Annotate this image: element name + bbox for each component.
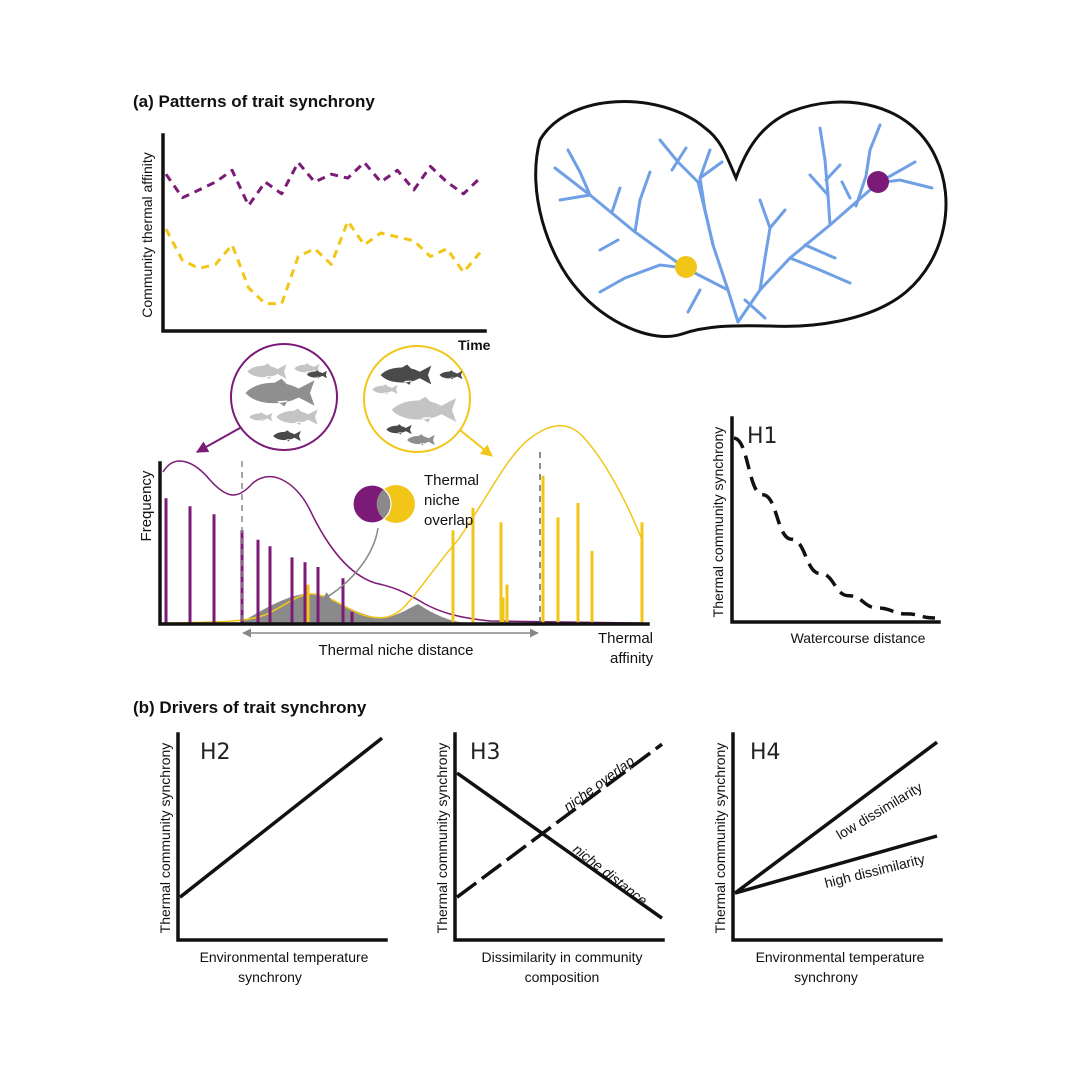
h2-axes — [176, 732, 388, 942]
h3-label: H3 — [470, 740, 501, 765]
h1-chart: H1 Thermal community synchrony Watercour… — [710, 416, 941, 646]
freq-y-label: Frequency — [138, 470, 155, 541]
h4-y-label: Thermal community synchrony — [712, 743, 728, 934]
h2-chart: H2 Thermal community synchrony Environme… — [157, 732, 388, 985]
h3-overlap-label: niche overlap — [560, 752, 637, 814]
h2-x-label-1: Environmental temperature — [200, 949, 369, 965]
freq-axes — [158, 461, 650, 626]
h1-x-label: Watercourse distance — [791, 630, 926, 646]
h4-high-label: high dissimilarity — [823, 851, 927, 891]
ts-axes — [161, 133, 487, 333]
h1-axes — [730, 416, 941, 624]
h3-x-label-1: Dissimilarity in community — [481, 949, 642, 965]
h1-label: H1 — [747, 424, 778, 449]
panel-b-title: (b) Drivers of trait synchrony — [133, 698, 367, 717]
river-network — [553, 123, 934, 324]
community-bubble-yellow — [363, 345, 493, 457]
h4-low-dissimilarity-line — [733, 740, 939, 895]
h4-high-dissimilarity-line — [734, 834, 938, 895]
freq-x-label-1: Thermal — [598, 630, 653, 647]
ts-y-label: Community thermal affinity — [139, 152, 155, 317]
site-purple-marker — [867, 171, 889, 193]
h3-y-label: Thermal community synchrony — [434, 743, 450, 934]
overlap-area — [240, 593, 470, 623]
h4-chart: H4 low dissimilarity high dissimilarity … — [712, 732, 943, 985]
ts-purple-series — [164, 160, 482, 208]
h2-x-label-2: synchrony — [238, 969, 302, 985]
watershed-outline — [534, 100, 948, 338]
ts-series-group — [164, 160, 482, 306]
h3-niche-distance-line — [455, 771, 664, 920]
h3-chart: H3 niche overlap niche distance Thermal … — [434, 732, 665, 985]
h1-y-label: Thermal community synchrony — [710, 427, 726, 618]
h3-x-label-2: composition — [525, 969, 600, 985]
overlap-label-3: overlap — [424, 512, 473, 529]
overlap-label-1: Thermal — [424, 472, 479, 489]
h3-axes — [453, 732, 665, 942]
frequency-chart: Frequency Thermal affinity Thermal niche… — [138, 424, 654, 667]
overlap-arrow — [321, 527, 379, 601]
h2-y-label: Thermal community synchrony — [157, 743, 173, 934]
freq-x-label-2: affinity — [610, 650, 654, 667]
h2-label: H2 — [200, 740, 231, 765]
yellow-density-curve — [162, 424, 643, 624]
h4-x-label-2: synchrony — [794, 969, 858, 985]
purple-density-curve — [162, 460, 641, 624]
panel-a-title: (a) Patterns of trait synchrony — [133, 92, 375, 111]
overlap-label-2: niche — [424, 492, 460, 509]
watershed-map — [534, 100, 948, 338]
time-series-chart: Community thermal affinity Time — [139, 133, 491, 353]
venn-overlap — [376, 489, 392, 519]
h4-label: H4 — [750, 740, 781, 765]
ts-yellow-series — [164, 219, 482, 306]
niche-distance-label: Thermal niche distance — [318, 642, 473, 659]
h3-niche-overlap-line — [455, 742, 664, 899]
h3-distance-label: niche distance — [570, 841, 651, 909]
h4-axes — [731, 732, 943, 942]
h2-line — [178, 736, 384, 899]
h1-curve — [733, 436, 936, 620]
site-yellow-marker — [675, 256, 697, 278]
ts-x-label: Time — [458, 337, 491, 353]
h4-x-label-1: Environmental temperature — [756, 949, 925, 965]
community-bubble-purple — [195, 343, 338, 453]
